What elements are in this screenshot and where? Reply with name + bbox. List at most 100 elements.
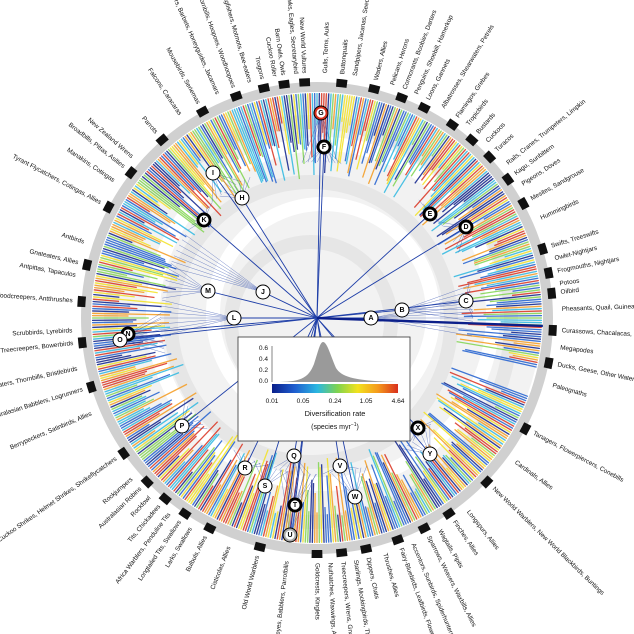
- node-letter: G: [318, 110, 324, 117]
- clade-band: [368, 83, 381, 95]
- clade-band: [195, 105, 210, 118]
- clade-band: [360, 543, 373, 554]
- clade-band: [229, 90, 243, 102]
- clade-label: Goldcrests, Kinglets: [314, 563, 321, 620]
- clade-band: [299, 78, 311, 87]
- node-marker: E: [422, 206, 438, 222]
- clade-label: Hawks, Eagles, Secretarybird: [285, 0, 299, 75]
- color-scale-bar: [272, 384, 398, 393]
- node-marker: H: [234, 190, 250, 206]
- node-marker: I: [205, 165, 221, 181]
- node-letter: O: [117, 337, 123, 344]
- node-marker: S: [257, 478, 273, 494]
- node-letter: F: [322, 144, 327, 151]
- node-letter: J: [261, 289, 265, 296]
- legend-x-tick: 0.01: [266, 398, 279, 405]
- clade-band: [203, 522, 217, 535]
- clade-band: [417, 101, 431, 114]
- node-letter: P: [180, 423, 185, 430]
- node-letter: N: [125, 331, 130, 338]
- clade-label: Old World Warblers: [241, 555, 261, 610]
- node-letter: M: [205, 288, 211, 295]
- clade-label: Thrushes, Allies: [381, 553, 400, 598]
- node-marker: T: [287, 497, 303, 513]
- clade-band: [253, 541, 266, 553]
- clade-band: [278, 79, 290, 90]
- outer-gray-ring: [81, 82, 553, 554]
- clade-label: Bulbuls, Allies: [185, 535, 209, 573]
- clade-label: Cisticolas, Allies: [210, 545, 233, 590]
- node-letter: K: [201, 217, 206, 224]
- node-letter: H: [239, 195, 244, 202]
- clade-label: Gnateaters, Allies: [29, 248, 79, 266]
- clade-band: [501, 172, 515, 186]
- clade-band: [543, 266, 554, 279]
- clade-label: Nuthatches, Waxwings, Allies: [326, 562, 337, 634]
- clade-label: Whiteyes, Babblers, Parrotbills: [273, 561, 291, 634]
- node-marker: P: [174, 418, 190, 434]
- node-letter: W: [352, 494, 359, 501]
- clade-label: Rails, Cranes, Trumpeters, Limpkin: [505, 98, 587, 167]
- node-marker: F: [316, 139, 332, 155]
- clade-label: Tanagers, Flowerpiercers, Conebills: [532, 430, 625, 484]
- clade-band: [417, 522, 431, 535]
- clade-label: Australasian Babblers, Logrunners: [0, 386, 84, 421]
- node-marker: W: [347, 489, 363, 505]
- legend-y-tick: 0.2: [259, 367, 268, 374]
- node-marker: M: [200, 283, 216, 299]
- clade-label: Antbirds: [61, 232, 85, 246]
- clade-band: [158, 492, 172, 506]
- clade-band: [124, 165, 138, 180]
- clade-bands: [77, 78, 557, 559]
- clade-label: Potoos: [559, 278, 580, 288]
- node-letter: T: [293, 502, 298, 509]
- clade-label: Waders, Allies: [373, 40, 390, 81]
- node-marker: Y: [422, 446, 438, 462]
- clade-label: Falcons, Caracaras: [146, 67, 183, 117]
- clade-band: [85, 380, 97, 394]
- node-letter: D: [463, 224, 468, 231]
- legend-y-tick: 0.6: [259, 345, 268, 352]
- node-marker: X: [410, 420, 426, 436]
- node-letter: A: [368, 315, 373, 322]
- clade-label: Curassows, Chacalacas, Guans: [561, 327, 634, 339]
- node-letter: I: [212, 170, 214, 177]
- node-marker: R: [237, 460, 253, 476]
- legend-x-tick: 0.05: [297, 398, 310, 405]
- clade-label: Cuckoo Shrikes, Helmet Shrikes, Shrikefl…: [0, 456, 118, 544]
- clade-band: [519, 422, 532, 436]
- node-letter: E: [428, 211, 433, 218]
- clade-label: Trogons: [253, 56, 265, 80]
- legend-y-tick: 0.0: [259, 378, 268, 385]
- clade-band: [140, 475, 154, 489]
- clade-band: [336, 78, 348, 88]
- clade-band: [548, 324, 557, 336]
- clade-label: New World Warblers, New World Blackbirds…: [491, 486, 606, 597]
- clade-band: [465, 133, 479, 147]
- clade-band: [155, 133, 169, 147]
- node-letter: U: [287, 532, 292, 539]
- clade-label: Berrypeckers, Satinbirds, Allies: [9, 411, 93, 452]
- clade-band: [543, 357, 554, 370]
- clade-band: [483, 150, 497, 164]
- clade-band: [77, 295, 86, 308]
- clade-label: New World Vultures: [298, 17, 308, 73]
- clade-band: [311, 549, 323, 559]
- legend-title: Diversification rate: [305, 409, 366, 418]
- clade-label: Dippers, Chats: [365, 557, 381, 600]
- clade-band: [102, 200, 115, 214]
- clade-band: [178, 507, 192, 520]
- node-letter: Y: [428, 451, 433, 458]
- node-letter: R: [242, 465, 247, 472]
- clade-band: [391, 534, 405, 546]
- clade-label: Megapodes: [560, 344, 594, 355]
- node-marker: G: [313, 105, 329, 121]
- clade-band: [517, 196, 530, 211]
- clade-label: Sandpipers, Jacanas, Seedsnipes: [352, 0, 374, 77]
- legend-y-tick: 0.4: [259, 356, 268, 363]
- clade-label: Buttonquails: [339, 39, 350, 75]
- node-letter: Q: [291, 453, 297, 460]
- node-letter: L: [232, 315, 237, 322]
